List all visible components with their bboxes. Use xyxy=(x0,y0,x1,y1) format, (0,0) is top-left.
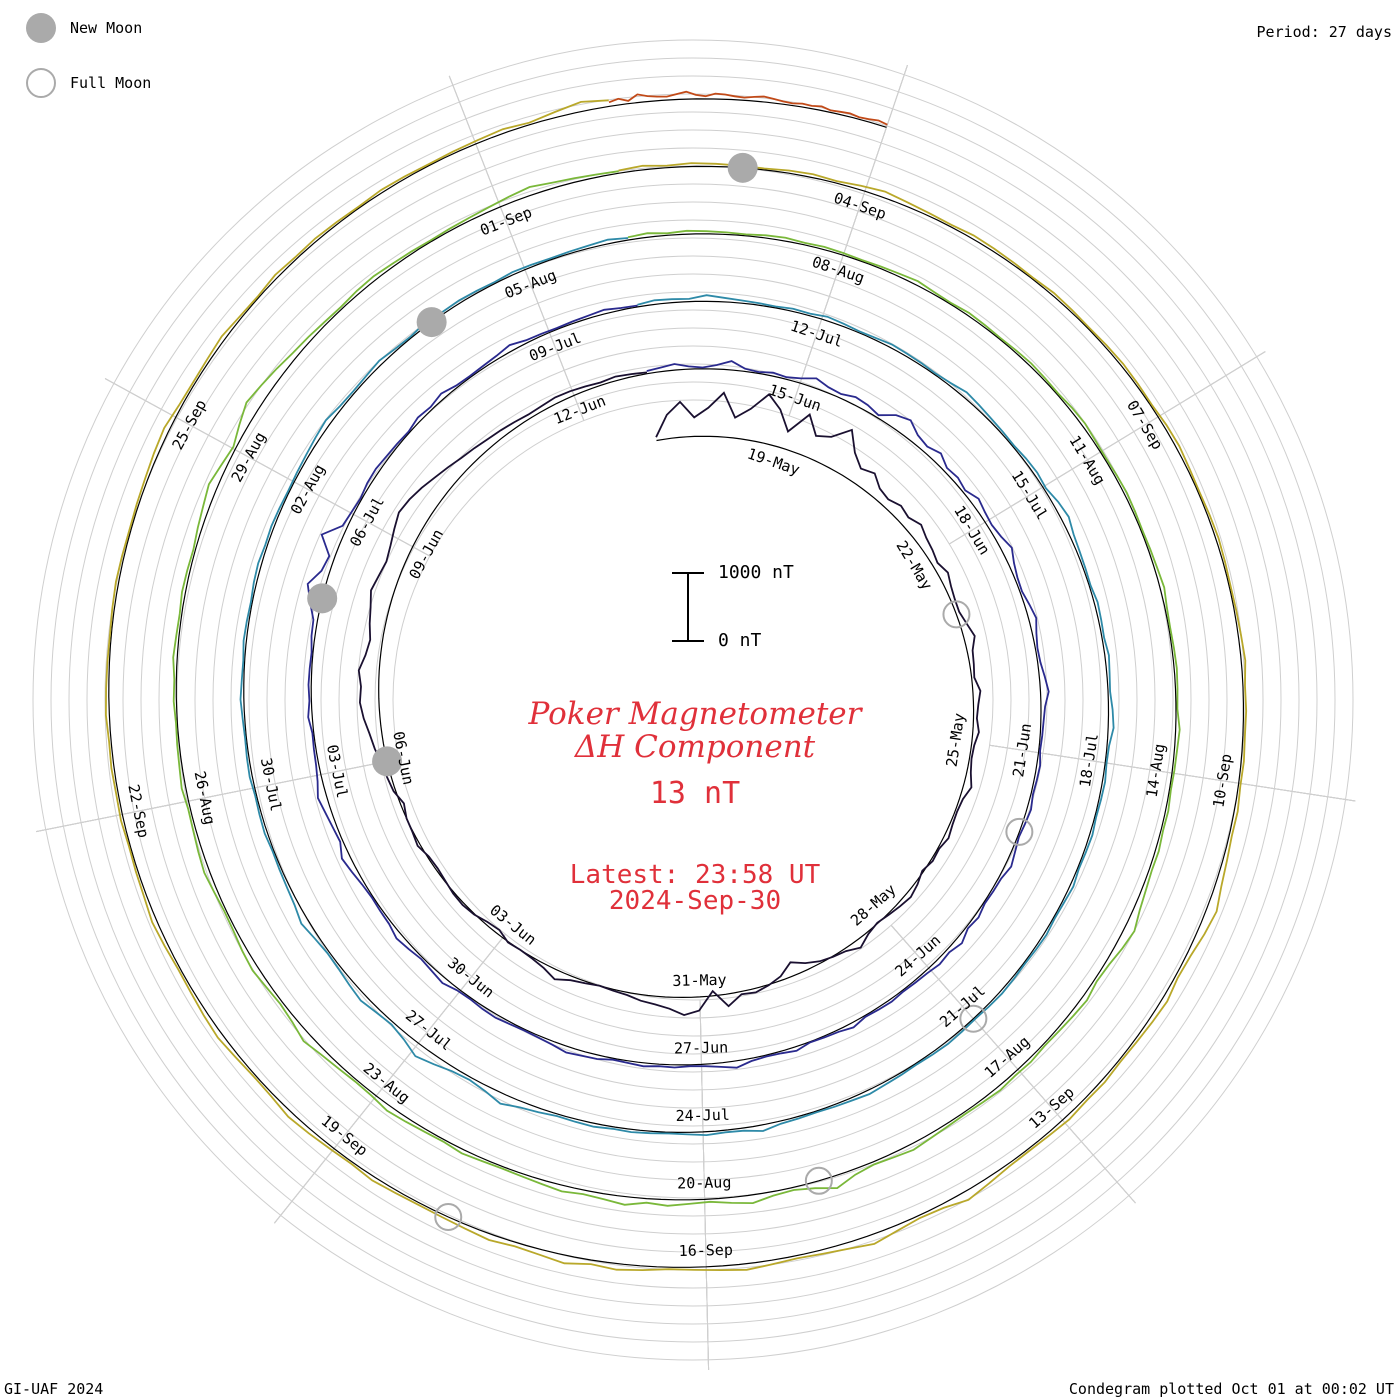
date-label: 17-Aug xyxy=(981,1032,1034,1081)
grid-circle xyxy=(32,39,1354,1361)
date-label: 15-Jun xyxy=(767,381,824,415)
date-label: 26-Aug xyxy=(191,770,219,827)
full-moon-marker xyxy=(804,1166,833,1195)
full-moon-marker xyxy=(1005,817,1034,846)
grid-circle xyxy=(302,309,1084,1091)
scale-bar xyxy=(672,572,704,642)
legend-full-moon: Full Moon xyxy=(26,68,151,98)
grid-circle xyxy=(320,327,1066,1073)
date-label: 18-Jul xyxy=(1076,732,1102,788)
grid-layer xyxy=(32,39,1356,1370)
date-label: 16-Sep xyxy=(678,1241,733,1260)
grid-circle xyxy=(230,237,1156,1163)
date-label: 31-May xyxy=(672,971,727,990)
grid-circle xyxy=(374,381,1012,1019)
grid-circle xyxy=(68,75,1318,1325)
date-label: 23-Aug xyxy=(360,1059,414,1107)
date-label: 21-Jun xyxy=(1009,722,1035,778)
date-label: 24-Jul xyxy=(675,1106,730,1125)
latest-date: 2024-Sep-30 xyxy=(608,886,782,916)
moon-phase-layer xyxy=(307,152,1034,1231)
new-moon-label: New Moon xyxy=(70,19,143,37)
series-line-4 xyxy=(172,170,1181,1207)
new-moon-icon xyxy=(26,13,56,43)
new-moon-marker xyxy=(727,152,758,183)
grid-circle xyxy=(194,201,1192,1199)
grid-circle xyxy=(266,273,1120,1127)
full-moon-marker xyxy=(959,1004,988,1033)
scale-bar-bottom-label: 0 nT xyxy=(718,630,762,651)
date-label: 12-Jul xyxy=(788,317,845,351)
series-line-5 xyxy=(104,99,1248,1272)
legend-new-moon: New Moon xyxy=(26,13,142,43)
grid-circle xyxy=(50,57,1336,1343)
new-moon-marker xyxy=(307,583,338,614)
center-disk xyxy=(401,408,985,992)
date-spoke xyxy=(448,75,585,421)
baseline-spiral xyxy=(108,98,1244,1268)
date-label: 29-Aug xyxy=(228,429,270,485)
series-layer xyxy=(104,90,1248,1272)
period-label: Period: 27 days xyxy=(1256,23,1392,41)
date-label: 04-Sep xyxy=(831,189,888,223)
grid-circle xyxy=(356,363,1030,1037)
footer-plot-time: Condegram plotted Oct 01 at 00:02 UT xyxy=(1068,1380,1394,1398)
chart-title: Poker Magnetometer xyxy=(528,696,862,732)
current-value: 13 nT xyxy=(649,776,741,811)
grid-circle xyxy=(212,219,1174,1181)
date-spoke xyxy=(890,924,1136,1204)
new-moon-marker xyxy=(416,307,447,338)
date-spoke xyxy=(948,351,1266,545)
grid-circle xyxy=(392,399,994,1001)
date-label: 21-Jul xyxy=(936,982,989,1031)
grid-circle xyxy=(248,255,1138,1145)
series-line-2 xyxy=(306,304,1050,1069)
full-moon-label: Full Moon xyxy=(70,74,152,92)
date-spoke xyxy=(104,378,431,557)
latest-time: Latest: 23:58 UT xyxy=(569,860,821,890)
date-label: 18-Jun xyxy=(950,502,994,558)
date-spoke xyxy=(35,758,399,833)
grid-circle xyxy=(104,111,1282,1289)
footer-credit: GI-UAF 2024 xyxy=(4,1380,104,1398)
full-moon-marker xyxy=(434,1202,463,1231)
full-moon-marker xyxy=(942,600,971,629)
date-label: 09-Jul xyxy=(527,329,584,365)
date-spoke xyxy=(788,65,908,416)
date-label: 15-Jul xyxy=(1008,467,1052,523)
date-label: 10-Sep xyxy=(1209,753,1235,809)
date-label: 27-Jun xyxy=(674,1038,729,1057)
full-moon-icon xyxy=(26,68,56,98)
chart-subtitle: ΔH Component xyxy=(574,729,816,765)
scale-bar-top-label: 1000 nT xyxy=(718,562,794,583)
date-label: 20-Aug xyxy=(677,1173,732,1192)
series-line-1 xyxy=(357,371,982,1017)
new-moon-marker xyxy=(372,746,403,777)
date-label: 06-Jul xyxy=(346,494,388,550)
date-spoke xyxy=(274,933,506,1224)
baseline-spiral-path xyxy=(108,98,1244,1268)
date-spoke xyxy=(699,999,710,1370)
date-label: 03-Jul xyxy=(323,743,351,800)
date-label: 30-Jun xyxy=(444,954,498,1002)
series-line-6 xyxy=(608,90,888,126)
series-line-3 xyxy=(239,237,1115,1137)
date-label: 05-Aug xyxy=(502,266,559,302)
grid-circle xyxy=(284,291,1102,1109)
date-label: 13-Sep xyxy=(1025,1083,1078,1132)
date-label: 11-Aug xyxy=(1065,432,1109,488)
